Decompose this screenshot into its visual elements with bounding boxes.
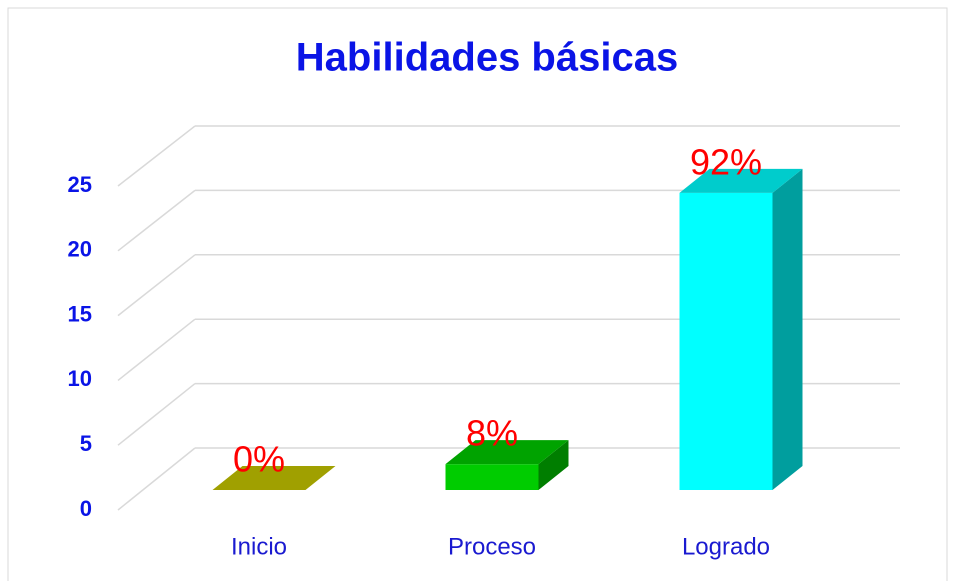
grid-line bbox=[117, 447, 196, 511]
bar-top bbox=[445, 440, 569, 465]
bar-front bbox=[679, 192, 773, 490]
chart-border bbox=[7, 7, 948, 581]
grid-line bbox=[117, 383, 196, 446]
grid-line bbox=[117, 254, 196, 317]
x-tick-label: Logrado bbox=[682, 533, 770, 560]
x-tick-label: Proceso bbox=[448, 533, 536, 560]
bar bbox=[679, 168, 803, 490]
y-tick-label: 10 bbox=[68, 366, 92, 391]
y-tick-label: 5 bbox=[80, 431, 92, 456]
bar-top bbox=[212, 466, 336, 490]
data-label: 92% bbox=[690, 141, 762, 182]
x-tick-label: Inicio bbox=[231, 533, 287, 560]
y-tick-label: 0 bbox=[80, 496, 92, 521]
y-tick-label: 20 bbox=[68, 237, 92, 262]
bar-side bbox=[538, 440, 569, 490]
grid-line bbox=[117, 125, 196, 187]
bar bbox=[445, 440, 569, 490]
bar-top bbox=[679, 168, 803, 193]
bar-side bbox=[772, 168, 803, 490]
data-label: 0% bbox=[233, 439, 285, 480]
bar bbox=[212, 466, 336, 490]
chart-title: Habilidades básicas bbox=[296, 36, 678, 80]
data-label: 8% bbox=[466, 413, 518, 454]
grid-line bbox=[117, 189, 196, 252]
y-tick-label: 15 bbox=[68, 301, 92, 326]
grid-line bbox=[117, 318, 196, 381]
bar-front bbox=[445, 464, 539, 490]
y-tick-label: 25 bbox=[68, 172, 92, 197]
